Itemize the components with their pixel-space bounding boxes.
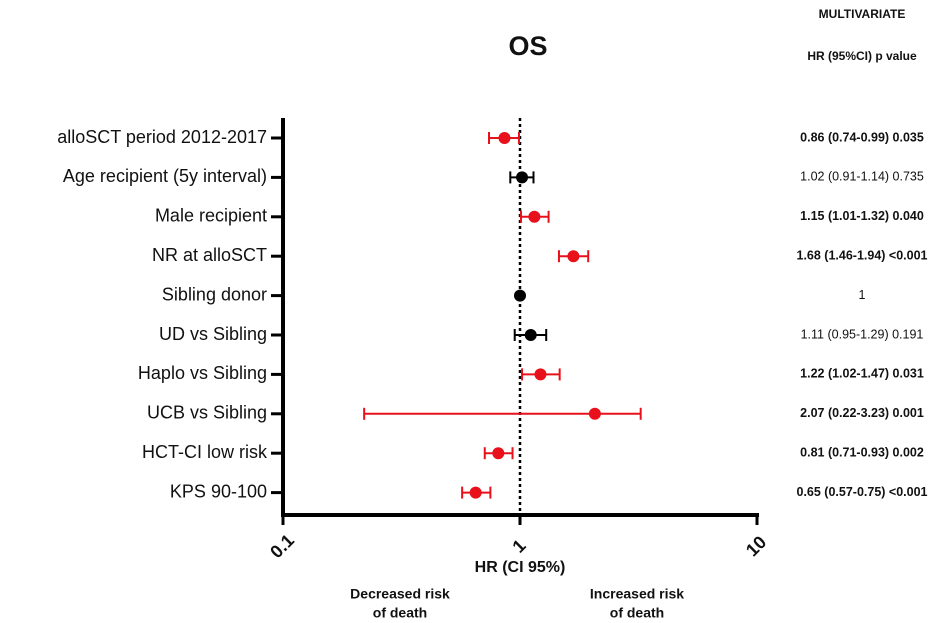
value-label: 1: [859, 288, 866, 302]
y-tick-label: Haplo vs Sibling: [138, 363, 267, 383]
chart-title: OS: [508, 31, 547, 61]
point: [534, 368, 547, 381]
y-tick-label: Sibling donor: [162, 284, 267, 304]
point: [567, 250, 580, 263]
header: HR (95%CI) p value: [807, 49, 917, 63]
value-label: 1.22 (1.02-1.47) 0.031: [800, 367, 924, 381]
value-label: 1.02 (0.91-1.14) 0.735: [800, 170, 924, 184]
point: [528, 210, 541, 223]
header: MULTIVARIATE: [819, 7, 906, 21]
x-axis-label: HR (CI 95%): [475, 559, 566, 576]
y-tick-label: Male recipient: [155, 206, 267, 226]
value-label: 1.11 (0.95-1.29) 0.191: [801, 327, 924, 341]
value-label: 1.68 (1.46-1.94) <0.001: [797, 248, 928, 262]
point: [524, 329, 537, 341]
value-label: 0.81 (0.71-0.93) 0.002: [800, 445, 924, 459]
note: of death: [373, 605, 427, 621]
point: [588, 407, 601, 420]
point: [492, 447, 505, 460]
note: of death: [610, 605, 664, 621]
y-tick-label: alloSCT period 2012-2017: [57, 127, 267, 147]
point: [516, 171, 529, 184]
note: Increased risk: [590, 586, 684, 602]
value-label: 0.65 (0.57-0.75) <0.001: [797, 485, 928, 499]
y-tick-label: Age recipient (5y interval): [63, 166, 267, 186]
point: [469, 486, 482, 499]
value-label: 1.15 (1.01-1.32) 0.040: [800, 209, 924, 223]
note: Decreased risk: [350, 586, 450, 602]
y-tick-label: NR at alloSCT: [152, 245, 267, 265]
y-tick-label: KPS 90-100: [170, 481, 267, 501]
value-label: 0.86 (0.74-0.99) 0.035: [800, 130, 924, 144]
y-tick-label: UD vs Sibling: [159, 324, 267, 344]
y-tick-label: HCT-CI low risk: [142, 442, 268, 462]
point: [498, 132, 511, 144]
y-tick-label: UCB vs Sibling: [147, 403, 267, 423]
value-label: 2.07 (0.22-3.23) 0.001: [800, 406, 924, 420]
point: [514, 289, 526, 302]
